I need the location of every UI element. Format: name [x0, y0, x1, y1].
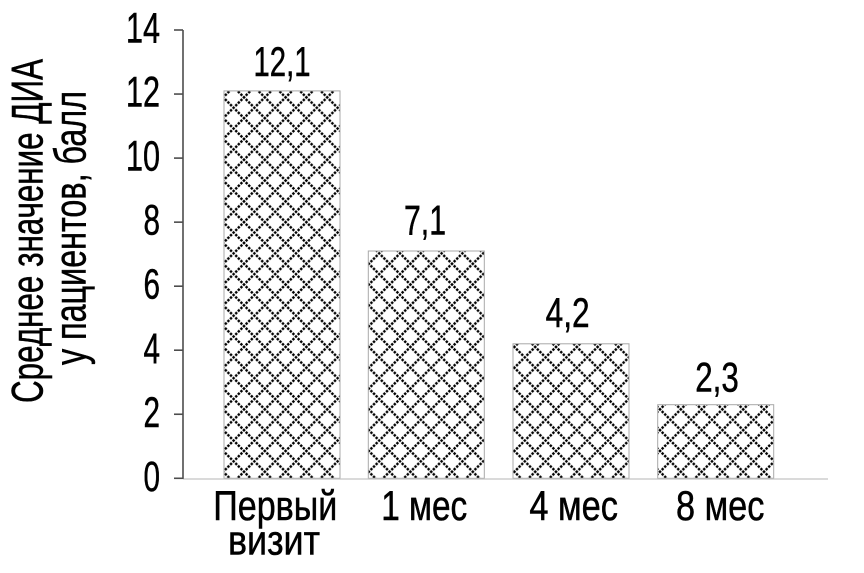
svg-text:8 мес: 8 мес [676, 482, 764, 529]
svg-text:0: 0 [144, 454, 161, 501]
svg-text:2: 2 [144, 390, 161, 437]
svg-text:10: 10 [126, 134, 160, 181]
svg-text:2,3: 2,3 [695, 353, 739, 400]
svg-text:4,2: 4,2 [546, 289, 590, 336]
svg-text:Первый: Первый [213, 482, 337, 529]
svg-text:12,1: 12,1 [254, 38, 311, 85]
svg-text:у пациентов, балл: у пациентов, балл [47, 91, 96, 365]
svg-text:12: 12 [126, 70, 160, 117]
svg-text:4: 4 [144, 326, 161, 373]
svg-text:7,1: 7,1 [404, 197, 446, 244]
svg-text:1 мес: 1 мес [381, 482, 467, 529]
svg-text:14: 14 [126, 6, 160, 53]
svg-text:Среднее значение ДИА: Среднее значение ДИА [3, 59, 52, 403]
svg-text:8: 8 [144, 198, 161, 245]
svg-text:4 мес: 4 мес [529, 482, 618, 529]
svg-text:визит: визит [228, 517, 320, 564]
svg-text:6: 6 [144, 262, 161, 309]
